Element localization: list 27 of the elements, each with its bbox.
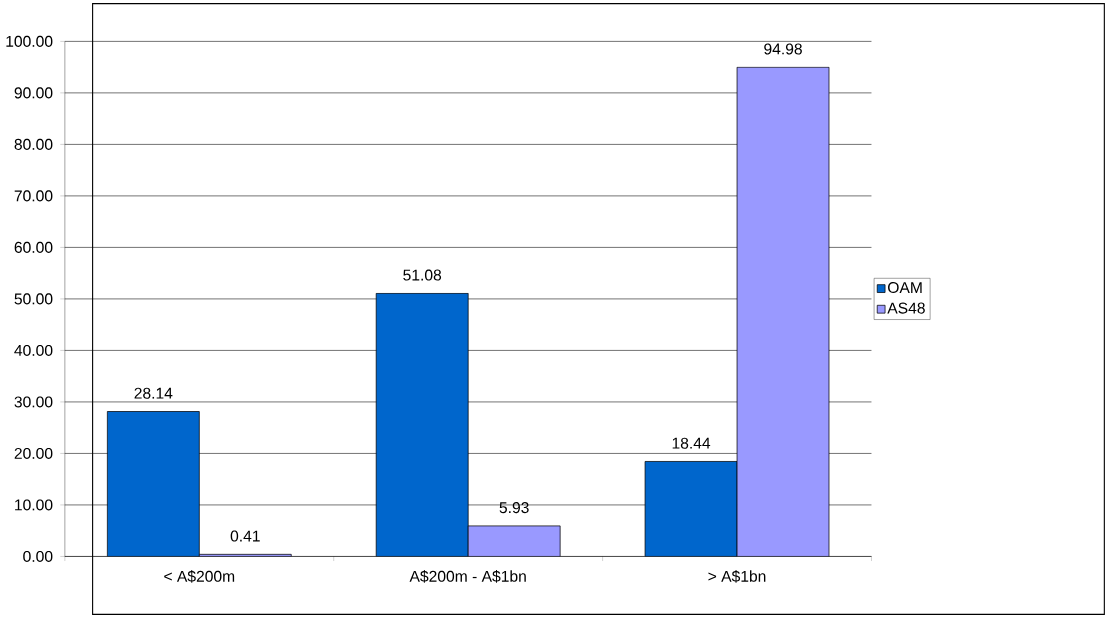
y-tick-label: 10.00 [15,499,53,511]
y-tick-label: 50.00 [14,293,53,305]
bar [736,66,830,557]
y-tick-label: 40.00 [14,344,53,356]
y-tick-label: 100.00 [6,35,53,47]
legend-label: OAM [888,281,922,294]
y-tick-label: 20.00 [14,447,53,459]
y-tick-label: 70.00 [14,190,53,202]
y-tick-label: 90.00 [14,87,53,99]
x-tick-label: > A$1bn [708,570,766,583]
legend-label: AS48 [887,302,925,314]
data-label: 0.41 [230,530,260,542]
data-label: 5.93 [499,502,529,514]
bar [644,461,738,557]
data-label: 94.98 [764,43,802,55]
y-tick-label: 80.00 [14,138,53,150]
bar [467,525,561,557]
x-tick-label: < A$200m [164,570,235,583]
y-tick-label: 0.00 [23,550,53,562]
data-label: 18.44 [672,437,711,449]
y-tick-label: 60.00 [14,241,53,253]
bar [106,411,200,557]
y-tick-label: 30.00 [14,396,53,408]
data-label: 28.14 [134,387,173,399]
x-tick-label: A$200m - A$1bn [409,570,526,583]
data-label: 51.08 [403,269,442,281]
bar [375,292,469,557]
